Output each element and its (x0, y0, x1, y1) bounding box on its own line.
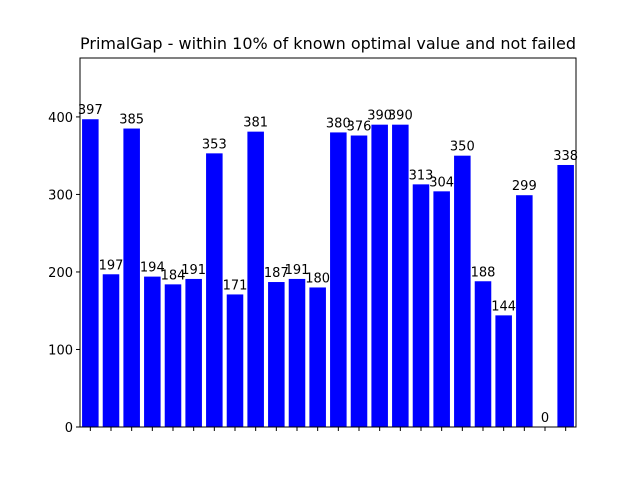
bar (350, 135, 368, 428)
value-label: 187 (264, 266, 289, 281)
value-label: 350 (450, 140, 475, 155)
bar (495, 315, 512, 427)
bar (330, 132, 347, 427)
value-label: 397 (78, 103, 103, 118)
value-label: 380 (326, 116, 351, 131)
bar (433, 191, 450, 427)
bar (82, 119, 99, 427)
bar (268, 282, 285, 427)
value-label: 188 (471, 265, 496, 280)
bar (123, 128, 140, 427)
value-label: 313 (409, 168, 434, 183)
bar (206, 153, 223, 428)
bar (288, 278, 306, 427)
bar (516, 195, 533, 427)
value-label: 0 (541, 411, 549, 426)
bar (102, 274, 120, 427)
value-label: 180 (305, 271, 330, 286)
bar (412, 184, 430, 427)
bar (454, 155, 471, 428)
value-label: 299 (512, 179, 537, 194)
y-tick-label: 200 (48, 266, 73, 281)
value-label: 171 (223, 278, 248, 293)
bar (474, 281, 492, 427)
bar (226, 294, 244, 427)
bar (309, 287, 326, 427)
value-label: 304 (429, 175, 454, 190)
value-label: 390 (367, 109, 392, 124)
value-label: 353 (202, 137, 227, 152)
value-label: 376 (347, 120, 372, 135)
y-tick-label: 0 (65, 421, 73, 436)
y-tick-label: 100 (48, 343, 73, 358)
bar (144, 276, 161, 427)
value-label: 385 (119, 113, 144, 128)
bar (164, 284, 182, 427)
value-label: 390 (388, 109, 413, 124)
value-label: 191 (181, 263, 206, 278)
chart-title: PrimalGap - within 10% of known optimal … (80, 34, 576, 53)
bar (185, 278, 202, 427)
plot-frame (79, 57, 577, 428)
value-label: 381 (243, 116, 268, 131)
y-tick-label: 300 (48, 188, 73, 203)
value-label: 191 (285, 263, 310, 278)
value-label: 197 (99, 258, 124, 273)
bar (371, 124, 388, 428)
value-label: 184 (161, 268, 186, 283)
bar (557, 164, 574, 427)
value-label: 338 (553, 149, 578, 164)
value-label: 144 (491, 299, 516, 314)
bar (247, 131, 264, 427)
bar (392, 124, 409, 428)
y-tick-label: 400 (48, 111, 73, 126)
value-label: 194 (140, 261, 165, 276)
